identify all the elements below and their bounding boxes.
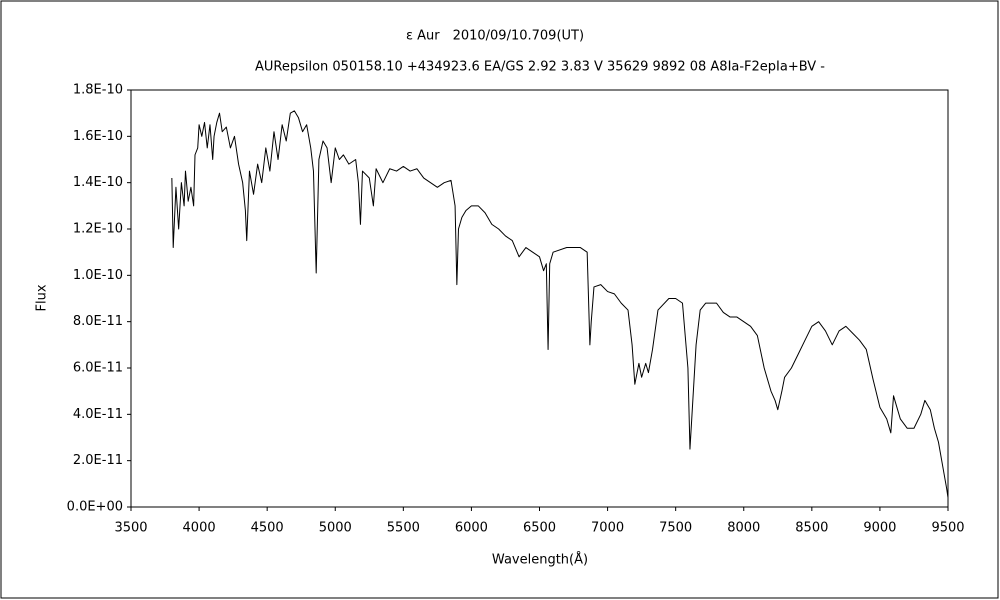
x-tick-label: 8000 bbox=[727, 521, 760, 536]
chart-subtitle: AURepsilon 050158.10 +434923.6 EA/GS 2.9… bbox=[255, 60, 825, 75]
x-tick-label: 7500 bbox=[659, 521, 692, 536]
y-tick-label: 1.4E-10 bbox=[73, 175, 123, 190]
x-tick-label: 3500 bbox=[114, 521, 147, 536]
plot-area bbox=[130, 89, 949, 508]
x-tick-label: 6000 bbox=[455, 521, 488, 536]
spectrum-line bbox=[171, 110, 949, 498]
x-tick-label: 4000 bbox=[183, 521, 216, 536]
x-axis-label: Wavelength(Å) bbox=[492, 552, 588, 568]
y-tick-label: 8.0E-11 bbox=[73, 314, 123, 329]
x-tick-label: 9000 bbox=[863, 521, 896, 536]
x-tick-label: 9500 bbox=[931, 521, 964, 536]
y-tick-label: 1.0E-10 bbox=[73, 268, 123, 283]
chart-title: ε Aur 2010/09/10.709(UT) bbox=[406, 29, 584, 44]
x-tick-label: 6500 bbox=[523, 521, 556, 536]
y-tick-label: 0.0E+00 bbox=[67, 500, 123, 515]
y-tick-label: 4.0E-11 bbox=[73, 407, 123, 422]
y-tick-label: 1.8E-10 bbox=[73, 83, 123, 98]
x-tick-label: 4500 bbox=[251, 521, 284, 536]
y-axis-label: Flux bbox=[35, 284, 50, 311]
y-tick-label: 1.2E-10 bbox=[73, 222, 123, 237]
x-tick-label: 5500 bbox=[387, 521, 420, 536]
y-tick-label: 6.0E-11 bbox=[73, 361, 123, 376]
y-tick-label: 1.6E-10 bbox=[73, 129, 123, 144]
x-tick-label: 5000 bbox=[319, 521, 352, 536]
x-tick-label: 7000 bbox=[591, 521, 624, 536]
x-tick-label: 8500 bbox=[795, 521, 828, 536]
y-tick-label: 2.0E-11 bbox=[73, 453, 123, 468]
